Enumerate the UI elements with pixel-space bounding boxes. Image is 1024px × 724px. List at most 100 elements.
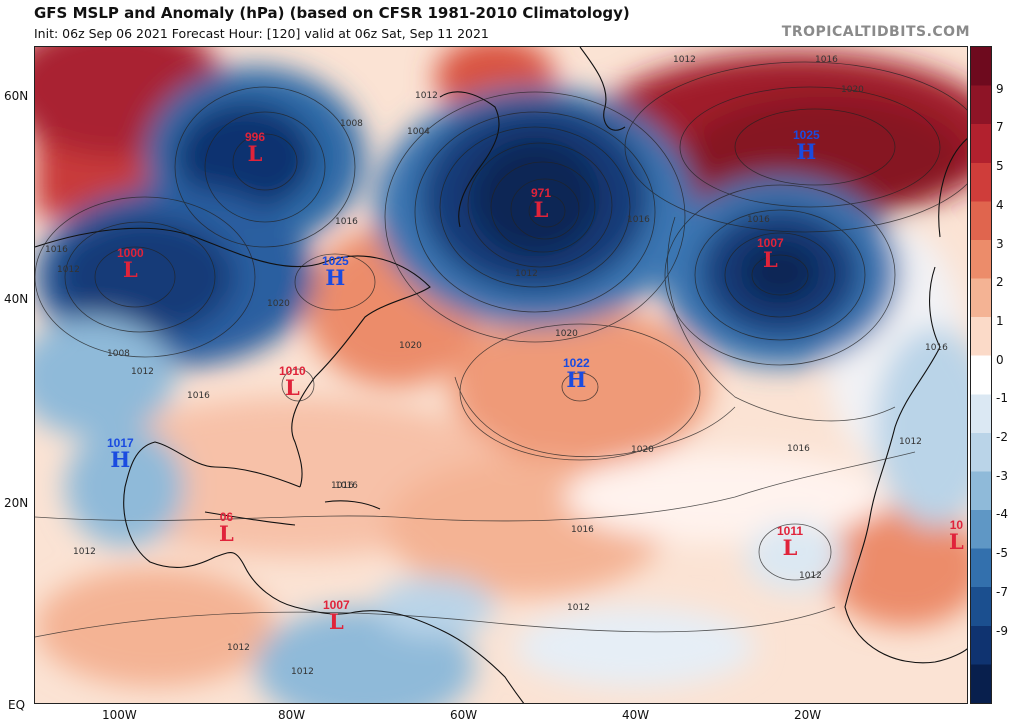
colorbar-tick-label: 5 — [996, 159, 1004, 174]
isobar-label: 1016 — [187, 391, 210, 401]
high-pressure-center[interactable]: 1017 H — [107, 437, 134, 470]
isobar-label: 1016 — [335, 481, 358, 491]
lat-label-60n: 60N — [4, 89, 29, 103]
lon-label-40w: 40W — [622, 708, 650, 722]
pressure-value: 996 — [245, 130, 266, 144]
low-pressure-center[interactable]: 1007 L — [757, 237, 784, 270]
system-symbol: L — [247, 141, 263, 166]
isobar-label: 1016 — [815, 55, 838, 65]
low-pressure-center[interactable]: 10 L — [949, 519, 964, 552]
lat-label-40n: 40N — [4, 292, 29, 306]
pressure-value: 971 — [531, 186, 552, 200]
colorbar-tick-label: -2 — [996, 430, 1008, 445]
map-title: GFS MSLP and Anomaly (hPa) (based on CFS… — [34, 4, 630, 22]
system-symbol: L — [762, 247, 778, 272]
isobar-label: 1012 — [227, 643, 250, 653]
pressure-value: 1007 — [323, 598, 350, 612]
coastlines — [35, 47, 967, 703]
system-symbol: H — [110, 447, 131, 472]
low-pressure-center[interactable]: 1000 L — [117, 247, 144, 280]
isobar-label: 1016 — [747, 215, 770, 225]
system-symbol: L — [533, 197, 549, 222]
isobar-label: 1012 — [415, 91, 438, 101]
system-symbol: H — [796, 139, 817, 164]
isobar-label: 1020 — [841, 85, 864, 95]
pressure-value: 10 — [949, 518, 964, 532]
high-pressure-center[interactable]: 1025 H — [322, 255, 349, 288]
colorbar-tick-label: -3 — [996, 468, 1008, 483]
system-symbol: L — [219, 521, 234, 546]
isobar-label: 1016 — [925, 343, 948, 353]
low-pressure-center[interactable]: 1011 L — [777, 525, 803, 558]
lat-label-20n: 20N — [4, 496, 29, 510]
colorbar-tick-label: -9 — [996, 623, 1008, 638]
isobar-label: 1016 — [571, 525, 594, 535]
colorbar-tick-label: 2 — [996, 275, 1004, 290]
lon-label-20w: 20W — [794, 708, 822, 722]
isobar-label: 1012 — [73, 547, 96, 557]
pressure-value: 1017 — [107, 436, 134, 450]
colorbar-tick-label: 7 — [996, 120, 1004, 135]
lon-label-60w: 60W — [450, 708, 478, 722]
system-symbol: H — [566, 367, 587, 392]
low-pressure-center[interactable]: 996 L — [245, 131, 265, 164]
isobar-label: 1020 — [267, 299, 290, 309]
isobar-label: 1016 — [627, 215, 650, 225]
colorbar-tick-label: -4 — [996, 507, 1008, 522]
isobar-label: 1020 — [631, 445, 654, 455]
anomaly-colorbar — [970, 46, 992, 704]
colorbar-tick-label: -7 — [996, 584, 1008, 599]
pressure-value: 1007 — [757, 236, 784, 250]
forecast-info: Init: 06z Sep 06 2021 Forecast Hour: [12… — [34, 26, 489, 41]
system-symbol: L — [122, 257, 138, 282]
lon-label-80w: 80W — [278, 708, 306, 722]
isobar-label: 1008 — [340, 119, 363, 129]
isobars — [35, 61, 967, 638]
isobar-label: 1016 — [335, 217, 358, 227]
low-pressure-center[interactable]: 971 L — [531, 187, 551, 220]
high-pressure-center[interactable]: 1025 H — [793, 129, 820, 162]
isobar-label: 1012 — [131, 367, 154, 377]
anomaly-map[interactable]: 1012 1008 1004 1016 1012 1016 1016 1016 … — [34, 46, 968, 704]
isobar-label: 1012 — [673, 55, 696, 65]
low-pressure-center[interactable]: 1010 L — [279, 365, 306, 398]
isobar-label: 1020 — [555, 329, 578, 339]
system-symbol: L — [782, 535, 798, 560]
system-symbol: H — [325, 265, 346, 290]
pressure-value: 1010 — [279, 364, 306, 378]
pressure-value: 1011 — [777, 524, 804, 538]
pressure-value: 06 — [219, 510, 234, 524]
isobar-label: 1016 — [45, 245, 68, 255]
colorbar-tick-label: -5 — [996, 546, 1008, 561]
pressure-value: 1000 — [117, 246, 144, 260]
isobar-label: 1008 — [107, 349, 130, 359]
isobar-label: 1012 — [515, 269, 538, 279]
system-symbol: L — [284, 375, 300, 400]
pressure-value: 1025 — [322, 254, 349, 268]
site-brand[interactable]: TROPICALTIDBITS.COM — [781, 24, 970, 40]
colorbar-tick-label: 9 — [996, 81, 1004, 96]
low-pressure-center[interactable]: 1007 L — [323, 599, 350, 632]
isobar-label: 1012 — [567, 603, 590, 613]
colorbar-tick-label: 3 — [996, 236, 1004, 251]
pressure-value: 1022 — [563, 356, 590, 370]
high-pressure-center[interactable]: 1022 H — [563, 357, 590, 390]
system-symbol: L — [328, 609, 344, 634]
low-pressure-center[interactable]: 06 L — [219, 511, 234, 544]
pressure-value: 1025 — [793, 128, 820, 142]
isobar-label: 1016 — [331, 481, 354, 491]
isobar-label: 1020 — [399, 341, 422, 351]
system-symbol: L — [949, 529, 964, 554]
anomaly-field — [35, 47, 967, 703]
colorbar-tick-label: 0 — [996, 352, 1004, 367]
isobar-label: 1004 — [407, 127, 430, 137]
lon-label-100w: 100W — [102, 708, 137, 722]
isobar-label: 1012 — [899, 437, 922, 447]
isobar-label: 1012 — [57, 265, 80, 275]
isobar-label: 1016 — [787, 444, 810, 454]
isobar-label: 1012 — [799, 571, 822, 581]
colorbar-tick-label: 1 — [996, 313, 1004, 328]
lat-label-eq: EQ — [8, 698, 26, 712]
colorbar-tick-label: -1 — [996, 391, 1008, 406]
isobar-label: 1012 — [291, 667, 314, 677]
